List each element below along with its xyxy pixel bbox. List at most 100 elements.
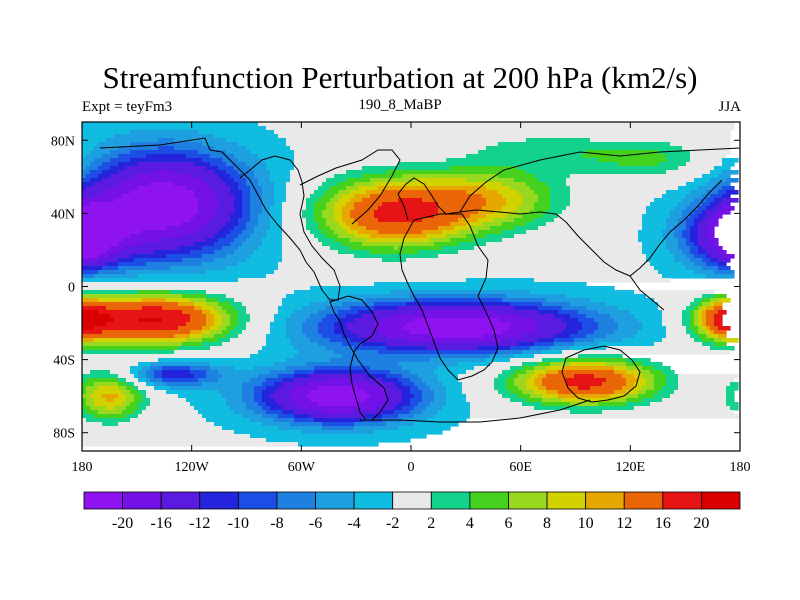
field-cell <box>178 326 203 331</box>
field-cell <box>682 230 691 235</box>
field-cell <box>258 246 283 251</box>
field-cell <box>230 230 243 235</box>
field-cell <box>194 374 207 379</box>
field-cell <box>366 414 383 419</box>
field-cell <box>546 222 643 227</box>
field-cell <box>82 366 131 371</box>
field-cell <box>222 342 267 347</box>
field-cell <box>370 394 387 399</box>
field-cell <box>190 218 211 223</box>
field-cell <box>534 342 555 347</box>
field-cell <box>498 350 523 355</box>
field-cell <box>690 258 703 263</box>
field-cell <box>242 382 263 387</box>
field-cell <box>354 410 383 415</box>
field-cell <box>486 242 643 247</box>
case-label: 190_8_MaBP <box>358 97 442 113</box>
field-cell <box>114 398 127 403</box>
colorbar-swatch <box>353 491 394 510</box>
field-cell <box>242 206 251 211</box>
field-cell <box>82 398 87 403</box>
field-cell <box>326 218 335 223</box>
field-cell <box>522 402 543 407</box>
colorbar-swatch <box>662 491 702 510</box>
field-cell <box>362 166 451 171</box>
field-cell <box>710 222 719 227</box>
field-cell <box>586 150 659 155</box>
field-cell <box>182 294 207 299</box>
field-cell <box>342 210 351 215</box>
field-cell <box>510 322 539 327</box>
field-cell <box>254 170 271 175</box>
field-cell <box>722 162 735 167</box>
colorbar-label: -8 <box>270 515 283 532</box>
field-cell <box>366 338 407 343</box>
field-cell <box>518 166 679 171</box>
field-cell <box>82 130 131 135</box>
field-cell <box>82 174 87 179</box>
field-cell <box>158 146 175 151</box>
field-cell <box>126 166 207 171</box>
coastline-north-america <box>99 137 341 301</box>
field-cell <box>98 142 131 147</box>
field-cell <box>622 338 663 343</box>
field-cell <box>466 154 583 159</box>
field-cell <box>270 214 283 219</box>
field-cell <box>82 226 167 231</box>
field-cell <box>218 238 235 243</box>
field-cell <box>194 306 203 311</box>
field-cell <box>646 254 675 259</box>
field-cell <box>518 386 527 391</box>
field-cell <box>438 374 459 379</box>
field-cell <box>82 394 91 399</box>
field-cell <box>698 322 703 327</box>
field-cell <box>250 150 295 155</box>
field-cell <box>478 150 587 155</box>
field-cell <box>118 262 147 267</box>
field-cell <box>686 330 695 335</box>
field-cell <box>258 402 267 407</box>
field-cell <box>538 386 547 391</box>
field-cell <box>498 190 519 195</box>
field-cell <box>538 198 551 203</box>
field-cell <box>294 370 315 375</box>
field-cell <box>690 158 723 163</box>
field-cell <box>682 214 691 219</box>
field-cell <box>190 370 207 375</box>
colorbar-label: -4 <box>347 515 360 532</box>
field-cell <box>626 382 635 387</box>
field-cell <box>466 234 487 239</box>
field-cell <box>182 222 207 227</box>
field-cell <box>502 394 519 399</box>
field-cell <box>242 210 251 215</box>
field-cell <box>110 150 131 155</box>
field-cell <box>706 330 711 335</box>
field-cell <box>206 418 251 423</box>
field-cell <box>414 298 503 303</box>
field-cell <box>86 418 131 423</box>
field-cell <box>590 298 655 303</box>
field-cell <box>182 310 203 315</box>
field-cell <box>534 390 547 395</box>
field-cell <box>382 202 439 207</box>
field-cell <box>202 330 211 335</box>
field-cell <box>218 378 251 383</box>
field-cell <box>350 226 367 231</box>
field-cell <box>302 306 327 311</box>
field-cell <box>234 430 303 435</box>
field-cell <box>502 206 519 211</box>
field-cell <box>666 382 679 387</box>
field-cell <box>286 198 307 203</box>
field-cell <box>542 394 559 399</box>
field-cell <box>130 366 143 371</box>
field-cell <box>198 410 235 415</box>
field-cell <box>242 398 255 403</box>
x-tick-label: 120W <box>175 460 210 475</box>
field-cell <box>182 342 203 347</box>
field-cell <box>262 398 275 403</box>
field-cell <box>254 226 271 231</box>
field-cell <box>186 398 227 403</box>
field-cell <box>130 390 139 395</box>
field-cell <box>266 162 295 167</box>
field-cell <box>686 206 699 211</box>
